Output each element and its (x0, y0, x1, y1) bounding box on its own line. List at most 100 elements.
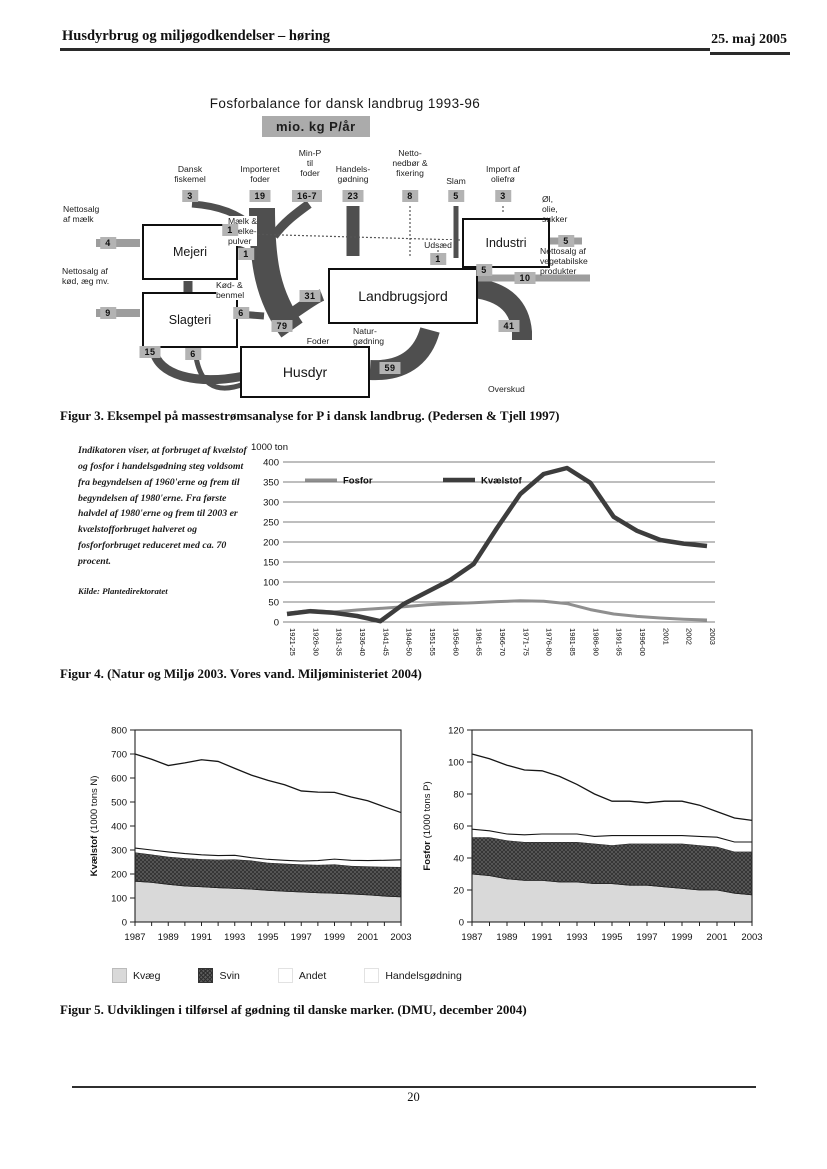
svg-text:1946-50: 1946-50 (405, 628, 414, 656)
flow-value-slam: 5 (448, 190, 464, 202)
svg-text:100: 100 (111, 894, 127, 905)
flow-label-minp: Min-P til foder (298, 148, 322, 179)
svg-text:2001: 2001 (706, 932, 727, 943)
node-industri: Industri (462, 218, 550, 268)
flow-value-naturgoedning: 59 (379, 362, 401, 374)
svg-text:1991: 1991 (191, 932, 212, 943)
figure3-title: Fosforbalance for dansk landbrug 1993-96 (209, 96, 481, 111)
figure4-source: Kilde: Plantedirektoratet (78, 585, 168, 596)
legend-label-handelsgoedning: Handelsgødning (385, 969, 462, 982)
flow-value-industri-input: 1 (222, 224, 238, 236)
svg-text:80: 80 (453, 790, 464, 801)
flow-value-industri-udveksling: 5 (476, 264, 492, 276)
svg-text:300: 300 (263, 498, 279, 509)
svg-text:1000 ton: 1000 ton (251, 442, 288, 453)
flow-label-nettosalg-maelk: Nettosalg af mælk (63, 204, 100, 225)
svg-text:1941-45: 1941-45 (381, 628, 390, 656)
flow-label-udsaed: Udsæd (424, 240, 452, 251)
flow-value-nedboer: 8 (402, 190, 418, 202)
figure4-caption: Figur 4. (Natur og Miljø 2003. Vores van… (60, 666, 422, 681)
svg-text:1926-30: 1926-30 (311, 628, 320, 656)
svg-text:100: 100 (448, 758, 464, 769)
svg-text:1971-75: 1971-75 (521, 628, 530, 656)
legend-item-kvaeg: Kvæg (112, 968, 160, 983)
svg-text:400: 400 (111, 822, 127, 833)
svg-text:1986-90: 1986-90 (591, 628, 600, 656)
footer-rule (72, 1086, 756, 1088)
figure3-diagram: Mejeri Slagteri Industri Landbrugsjord H… (60, 146, 780, 401)
svg-text:1997: 1997 (636, 932, 657, 943)
svg-text:1989: 1989 (158, 932, 179, 943)
figure4-sidebar: Indikatoren viser, at forbruget af kvæls… (78, 443, 248, 598)
svg-text:1987: 1987 (124, 932, 145, 943)
legend-label-svin: Svin (219, 969, 240, 982)
header-rule (60, 48, 710, 51)
svg-text:1995: 1995 (601, 932, 622, 943)
svg-text:1995: 1995 (257, 932, 278, 943)
legend-label-kvaeg: Kvæg (133, 969, 161, 982)
area-Andet (135, 848, 401, 868)
svg-text:50: 50 (268, 598, 279, 609)
figure5-caption: Figur 5. Udviklingen i tilførsel af gødn… (60, 1002, 527, 1017)
svg-text:Fosfor (1000 tons P): Fosfor (1000 tons P) (422, 781, 433, 870)
page-number: 20 (407, 1090, 420, 1104)
svg-text:0: 0 (122, 918, 127, 929)
flow-value-overskud: 41 (498, 320, 520, 332)
flow-value-nettosalg-koed: 9 (100, 307, 116, 319)
svg-text:700: 700 (111, 750, 127, 761)
svg-text:1989: 1989 (496, 932, 517, 943)
svg-text:2001: 2001 (357, 932, 378, 943)
svin-swatch-icon (198, 968, 214, 983)
fig5-phosphorus-area-chart: 0 20 40 60 80 100 120 1987 1989 1991 1993 1995 1997 1… (422, 726, 763, 944)
series-Fosfor (286, 599, 708, 622)
svg-text:Kvælstof (1000 tons N): Kvælstof (1000 tons N) (89, 776, 100, 877)
svg-text:Fosfor: Fosfor (343, 476, 373, 487)
svg-text:2001: 2001 (661, 628, 670, 645)
node-husdyr: Husdyr (240, 346, 370, 398)
svg-text:1999: 1999 (324, 932, 345, 943)
flow-value-foder: 79 (271, 320, 293, 332)
flow-value-industri-produkter: 5 (558, 235, 574, 247)
svg-text:300: 300 (111, 846, 127, 857)
flow-value-udsaed: 1 (430, 253, 446, 265)
svg-text:1936-40: 1936-40 (358, 628, 367, 656)
svg-text:100: 100 (263, 578, 279, 589)
flow-label-handelsgoedning: Handels- gødning (335, 164, 371, 185)
flow-slagteri-retur (193, 356, 245, 391)
flow-value-nettosalg-veg: 10 (514, 272, 536, 284)
flow-value-importeret-foder: 19 (249, 190, 271, 202)
kvaeg-swatch-icon (112, 968, 127, 983)
flow-value-oliefroe: 3 (495, 190, 511, 202)
flow-value-til-landbrugsjord: 31 (299, 290, 321, 302)
flow-label-naturgoedning: Natur- gødning (353, 326, 385, 347)
svg-text:1966-70: 1966-70 (498, 628, 507, 656)
flow-foder-trunk (249, 207, 303, 338)
fig4-line-chart: 1000 ton 0 50 100 150 200 250 300 350 400 1921-25 1… (251, 442, 717, 656)
svg-text:1991: 1991 (531, 932, 552, 943)
fig5-nitrogen-area-chart: 0 100 200 300 400 500 600 700 800 1987 1989 1991 199… (89, 726, 412, 944)
flow-label-oliefroe: Import af oliefrø (486, 164, 520, 185)
svg-text:60: 60 (453, 822, 464, 833)
svg-text:1991-95: 1991-95 (615, 628, 624, 656)
svg-text:1961-65: 1961-65 (475, 628, 484, 656)
header-title: Husdyrbrug og miljøgodkendelser – høring (62, 28, 331, 44)
area-Andet (472, 829, 752, 852)
svg-text:Kvælstof: Kvælstof (481, 476, 522, 487)
svg-text:200: 200 (263, 538, 279, 549)
flow-label-importeret-foder: Importeret foder (240, 164, 280, 185)
svg-text:1999: 1999 (671, 932, 692, 943)
svg-text:1981-85: 1981-85 (568, 628, 577, 656)
legend-item-svin: Svin (198, 968, 240, 983)
node-slagteri: Slagteri (142, 292, 238, 348)
svg-text:1997: 1997 (291, 932, 312, 943)
svg-text:1921-25: 1921-25 (288, 628, 297, 656)
svg-text:2003: 2003 (708, 628, 717, 645)
svg-text:1976-80: 1976-80 (545, 628, 554, 656)
flow-value-slagteri-retur: 6 (185, 348, 201, 360)
flow-overskud (472, 278, 532, 340)
svg-text:500: 500 (111, 798, 127, 809)
svg-text:200: 200 (111, 870, 127, 881)
svg-text:2003: 2003 (390, 932, 411, 943)
svg-text:400: 400 (263, 458, 279, 469)
